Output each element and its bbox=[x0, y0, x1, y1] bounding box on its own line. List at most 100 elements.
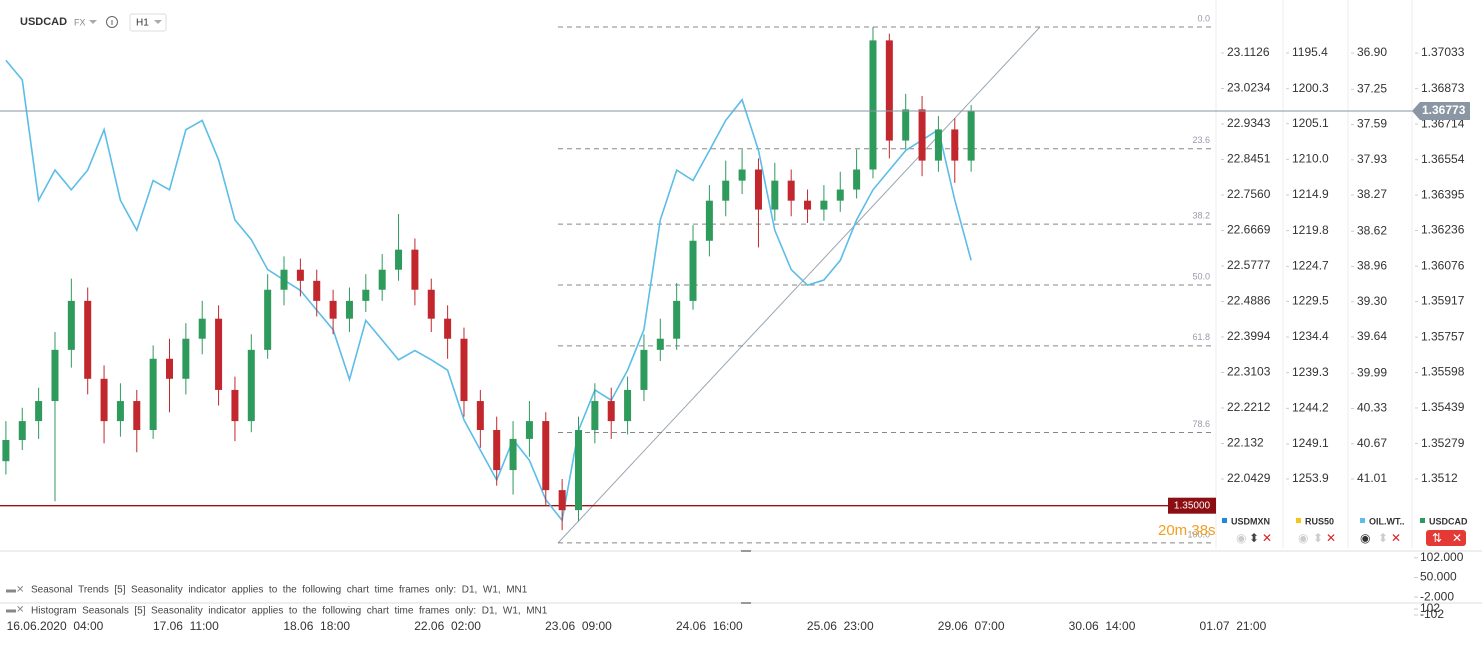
y-tick-label: 1224.7 bbox=[1292, 259, 1329, 273]
y-tick-label: 22.132 bbox=[1227, 436, 1264, 450]
y-tick-label: 1.35917 bbox=[1421, 294, 1465, 308]
y-tick-label: 1214.9 bbox=[1292, 187, 1329, 201]
candle-body bbox=[542, 421, 550, 491]
panel-icons[interactable]: ▬✕ bbox=[6, 585, 24, 596]
candle-body bbox=[84, 300, 92, 379]
candle-body bbox=[18, 421, 26, 441]
indicator-title: Seasonal Trends [5] Seasonality indicato… bbox=[31, 585, 528, 596]
symbol[interactable]: USDCAD bbox=[20, 16, 67, 28]
order-icon[interactable]: ⬍ bbox=[1249, 531, 1259, 545]
chart-layer: 23.1126 23.0234 22.9343 22.8451 22.7560 22.66… bbox=[0, 13, 1470, 633]
y-tick-label: 36.90 bbox=[1357, 45, 1387, 59]
eye-icon[interactable]: ◉ bbox=[1236, 531, 1246, 545]
candle-body bbox=[804, 200, 812, 210]
y-tick-label: 1195.4 bbox=[1292, 45, 1328, 59]
candle-body bbox=[329, 300, 337, 319]
y-tick-label: 1234.4 bbox=[1292, 329, 1329, 343]
candle-body bbox=[345, 300, 353, 319]
legend-controls: ◉ ⬍ ✕ ◉ ⬍ ✕ ◉ ⬍ ✕ ⇅ ✕ bbox=[1236, 530, 1466, 546]
candle-body bbox=[885, 40, 893, 141]
candle-body bbox=[67, 300, 75, 350]
candle-body bbox=[362, 289, 370, 301]
fib-label: 38.2 bbox=[1192, 210, 1210, 220]
timeframe: H1 bbox=[136, 18, 149, 29]
candle-body bbox=[509, 438, 517, 471]
legend-swatch bbox=[1420, 518, 1425, 523]
close-icon[interactable]: ✕ bbox=[1262, 531, 1272, 545]
candle-body bbox=[771, 180, 779, 210]
x-tick-label: 01.07 21:00 bbox=[1200, 619, 1267, 633]
candle-body bbox=[215, 318, 223, 390]
info-icon[interactable] bbox=[106, 16, 118, 28]
y-tick-label: 22.2212 bbox=[1227, 400, 1271, 414]
candle-body bbox=[705, 200, 713, 241]
y-tick-label: 1200.3 bbox=[1292, 81, 1329, 95]
candle-body bbox=[231, 389, 239, 422]
x-tick-label: 25.06 23:00 bbox=[807, 619, 874, 633]
fib-label: 0.0 bbox=[1197, 13, 1210, 23]
candle-body bbox=[656, 338, 664, 350]
candle-body bbox=[934, 129, 942, 161]
y-tick-label: 1.36395 bbox=[1421, 187, 1465, 201]
y-tick-label: 23.0234 bbox=[1227, 81, 1271, 95]
candle-body bbox=[525, 421, 533, 439]
eye-icon[interactable]: ◉ bbox=[1360, 531, 1370, 545]
candle-body bbox=[640, 349, 648, 390]
settings-icon: ⇅ bbox=[1432, 531, 1442, 545]
level-tag bbox=[1168, 497, 1216, 514]
fib-label: 78.6 bbox=[1192, 419, 1210, 429]
panel-icons[interactable]: ▬✕ bbox=[6, 605, 24, 616]
y-tick-label: 23.1126 bbox=[1227, 45, 1270, 59]
order-icon[interactable]: ⬍ bbox=[1378, 531, 1388, 545]
last-price-label: 1.36773 bbox=[1422, 103, 1466, 117]
order-icon[interactable]: ⬍ bbox=[1313, 531, 1323, 545]
candle-body bbox=[575, 430, 582, 511]
close-icon[interactable]: ✕ bbox=[1326, 531, 1336, 545]
candle-body bbox=[738, 169, 746, 181]
candle-body bbox=[133, 401, 141, 431]
remove-button[interactable] bbox=[1426, 530, 1466, 546]
legend-label: USDCAD bbox=[1429, 516, 1468, 526]
candle-body bbox=[836, 189, 844, 201]
candle-body bbox=[967, 110, 975, 161]
y-tick-label: 1244.2 bbox=[1292, 401, 1329, 415]
candle-body bbox=[493, 430, 501, 471]
candle-body bbox=[182, 338, 190, 379]
candle-body bbox=[869, 40, 877, 170]
y-tick-label: 22.7560 bbox=[1227, 187, 1271, 201]
candle-body bbox=[558, 490, 566, 511]
fib-label: 23.6 bbox=[1192, 135, 1210, 145]
y-tick-label: 102.000 bbox=[1420, 550, 1464, 564]
eye-icon[interactable]: ◉ bbox=[1298, 531, 1308, 545]
close-icon[interactable]: ✕ bbox=[1391, 531, 1401, 545]
axis-separators bbox=[1215, 0, 1413, 548]
candle-body bbox=[378, 269, 386, 290]
fib-label: 50.0 bbox=[1192, 271, 1210, 281]
close-icon: ✕ bbox=[1452, 531, 1462, 545]
y-tick-label: 40.67 bbox=[1357, 436, 1387, 450]
y-tick-label: 1.35757 bbox=[1421, 329, 1465, 343]
timeframe-select[interactable] bbox=[129, 13, 167, 32]
candle-body bbox=[444, 318, 452, 339]
x-tick-label: 17.06 11:00 bbox=[153, 619, 219, 633]
candle-body bbox=[820, 200, 828, 210]
legend-label: OIL.WT.. bbox=[1369, 516, 1405, 526]
market: FX bbox=[74, 17, 86, 27]
y-tick-label: 1.36236 bbox=[1421, 223, 1465, 237]
y-tick-label: 40.33 bbox=[1357, 401, 1387, 415]
dropdown-arrow bbox=[154, 20, 162, 24]
legend-label: USDMXN bbox=[1231, 516, 1270, 526]
x-tick-label: 23.06 09:00 bbox=[545, 619, 612, 633]
candle-body bbox=[918, 109, 926, 161]
fib-label: 61.8 bbox=[1192, 332, 1210, 342]
resize-handle bbox=[741, 602, 751, 604]
dropdown-arrow[interactable] bbox=[89, 20, 97, 24]
candle-body bbox=[2, 440, 10, 462]
candle-body bbox=[787, 180, 795, 201]
y-tick-label: 1.3512 bbox=[1421, 471, 1458, 485]
candle-body bbox=[673, 300, 681, 339]
trend-line[interactable] bbox=[557, 26, 1041, 544]
y-tick-label: 1.35439 bbox=[1421, 400, 1465, 414]
candle-body bbox=[51, 349, 59, 402]
y-tick-label: 1.35598 bbox=[1421, 365, 1465, 379]
